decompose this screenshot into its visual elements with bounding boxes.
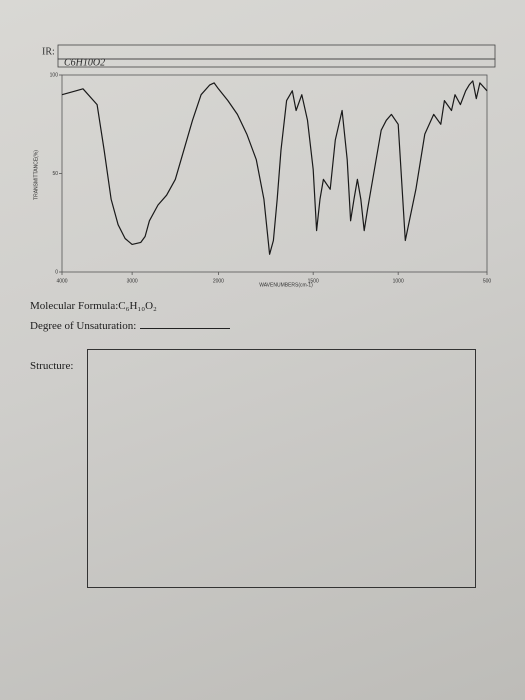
x-tick-label: 2000 <box>213 278 224 284</box>
answer-line <box>140 328 231 329</box>
y-tick-label: 0 <box>55 269 58 275</box>
ir-spectrum: IR: C6H10O2 WAVENUMBERS(cm-1) TRANSMITTA… <box>33 44 496 288</box>
handwritten-formula: C6H10O2 <box>64 57 105 68</box>
plot-frame <box>61 74 488 273</box>
x-axis-label: WAVENUMBERS(cm-1) <box>259 282 313 288</box>
x-tick-label: 1500 <box>308 278 319 284</box>
molecular-formula: Molecular Formula:C₆H₁₀O₂ <box>30 300 157 312</box>
y-tick-label: 100 <box>50 72 59 78</box>
x-tick-label: 1000 <box>393 278 404 284</box>
structure-label: Structure: <box>30 360 74 372</box>
formula-box-lower <box>57 58 496 68</box>
structure-box <box>87 349 476 588</box>
degree-of-unsaturation: Degree of Unsaturation: <box>30 320 231 332</box>
x-tick-label: 3000 <box>127 278 138 284</box>
x-tick-label: 500 <box>483 278 492 284</box>
y-axis-label: TRANSMITTANCE(%) <box>33 150 39 200</box>
spectrum-line <box>61 80 488 255</box>
x-tick-label: 4000 <box>56 278 67 284</box>
formula-box <box>57 44 496 60</box>
ir-label: IR: <box>42 46 55 57</box>
degree-label: Degree of Unsaturation: <box>30 320 137 332</box>
y-tick-label: 50 <box>52 171 58 177</box>
